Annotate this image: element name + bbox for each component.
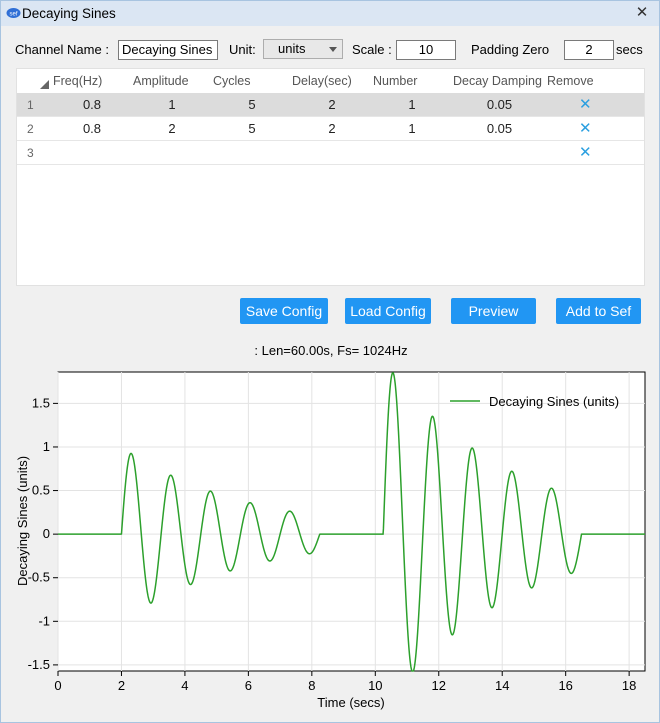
- cell-decay-damping[interactable]: 0.05: [486, 121, 513, 136]
- scale-label: Scale :: [352, 42, 392, 57]
- unit-select-value: units: [278, 41, 306, 56]
- remove-row-icon[interactable]: ✕: [579, 96, 592, 113]
- cell-amplitude[interactable]: 1: [168, 97, 176, 112]
- col-decay-damping[interactable]: Decay Damping: [453, 74, 542, 88]
- x-tick-label: 6: [245, 678, 252, 693]
- remove-row-icon[interactable]: ✕: [579, 144, 592, 161]
- cell-freq[interactable]: 0.8: [82, 121, 102, 136]
- x-tick-label: 16: [558, 678, 572, 693]
- row-number: 1: [27, 98, 34, 112]
- x-tick-label: 18: [622, 678, 636, 693]
- row-number: 2: [27, 122, 34, 136]
- col-delay[interactable]: Delay(sec): [292, 74, 352, 88]
- cell-delay[interactable]: 2: [328, 121, 336, 136]
- y-tick-label: 0.5: [32, 483, 50, 498]
- sef-app-icon: sef: [6, 8, 21, 18]
- scale-input[interactable]: 10: [396, 40, 456, 60]
- select-all-corner[interactable]: [40, 80, 49, 89]
- cell-freq[interactable]: 0.8: [82, 97, 102, 112]
- x-tick-label: 2: [118, 678, 125, 693]
- close-icon[interactable]: ✕: [635, 4, 649, 21]
- padding-secs-label: secs: [616, 42, 643, 57]
- col-cycles[interactable]: Cycles: [213, 74, 251, 88]
- cell-number[interactable]: 1: [408, 97, 416, 112]
- remove-row-icon[interactable]: ✕: [579, 120, 592, 137]
- row-number: 3: [27, 146, 34, 160]
- table-row[interactable]: 2 0.8 2 5 2 1 0.05 ✕: [17, 117, 644, 141]
- y-axis-label: Decaying Sines (units): [15, 456, 30, 586]
- padding-zero-input[interactable]: 2: [564, 40, 614, 60]
- table-row[interactable]: 3 ✕: [17, 141, 644, 165]
- cell-decay-damping[interactable]: 0.05: [486, 97, 513, 112]
- cell-amplitude[interactable]: 2: [168, 121, 176, 136]
- window-title: Decaying Sines: [22, 6, 116, 21]
- x-axis-label: Time (secs): [317, 695, 384, 710]
- y-tick-label: 1: [43, 439, 50, 454]
- signal-info-text: : Len=60.00s, Fs= 1024Hz: [254, 343, 408, 358]
- channel-name-input[interactable]: Decaying Sines: [118, 40, 218, 60]
- unit-label: Unit:: [229, 42, 256, 57]
- x-tick-label: 8: [308, 678, 315, 693]
- x-axis: 0 2 4 6 8 10 12 14 16 18: [54, 671, 636, 693]
- legend: Decaying Sines (units): [450, 394, 619, 409]
- y-tick-label: -1.5: [28, 657, 50, 672]
- svg-text:sef: sef: [9, 11, 17, 17]
- padding-zero-label: Padding Zero: [471, 42, 550, 57]
- series-line-decaying-sines: [58, 371, 645, 672]
- y-tick-label: -0.5: [28, 570, 50, 585]
- chevron-down-icon: [329, 47, 337, 52]
- table-header: Freq(Hz) Amplitude Cycles Delay(sec) Num…: [17, 69, 644, 93]
- preview-button[interactable]: Preview: [451, 298, 536, 324]
- y-tick-label: 0: [43, 526, 50, 541]
- col-number[interactable]: Number: [373, 74, 418, 88]
- channel-name-label: Channel Name :: [15, 42, 109, 57]
- x-tick-label: 0: [54, 678, 61, 693]
- cell-number[interactable]: 1: [408, 121, 416, 136]
- cell-delay[interactable]: 2: [328, 97, 336, 112]
- cell-cycles[interactable]: 5: [248, 97, 256, 112]
- x-tick-label: 4: [181, 678, 188, 693]
- x-tick-label: 12: [432, 678, 446, 693]
- sine-table: Freq(Hz) Amplitude Cycles Delay(sec) Num…: [16, 68, 645, 286]
- add-to-sef-button[interactable]: Add to Sef: [556, 298, 641, 324]
- legend-label: Decaying Sines (units): [489, 394, 619, 409]
- x-tick-label: 10: [368, 678, 382, 693]
- save-config-button[interactable]: Save Config: [240, 298, 328, 324]
- y-tick-label: 1.5: [32, 395, 50, 410]
- col-remove[interactable]: Remove: [547, 74, 594, 88]
- y-axis: -1.5 -1 -0.5 0 0.5 1 1.5: [28, 395, 58, 672]
- col-freq[interactable]: Freq(Hz): [53, 74, 103, 88]
- load-config-button[interactable]: Load Config: [345, 298, 431, 324]
- y-tick-label: -1: [38, 613, 50, 628]
- title-bar: sef Decaying Sines ✕: [1, 1, 659, 26]
- plot-area: [57, 371, 646, 672]
- col-amplitude[interactable]: Amplitude: [133, 74, 189, 88]
- waveform-chart: 0 2 4 6 8 10 12 14 16 18 -1.5 -1 -0.5 0 0.5 1 1.5 Decay…: [15, 371, 646, 710]
- unit-select[interactable]: units: [263, 39, 343, 59]
- x-tick-label: 14: [495, 678, 509, 693]
- table-row[interactable]: 1 0.8 1 5 2 1 0.05 ✕: [17, 93, 644, 117]
- cell-cycles[interactable]: 5: [248, 121, 256, 136]
